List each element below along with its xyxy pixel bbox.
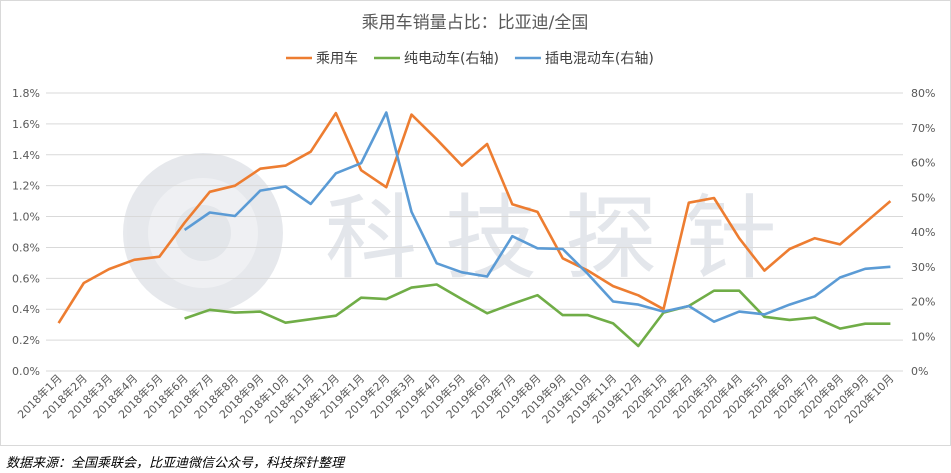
legend-label: 插电混动车(右轴) — [545, 50, 654, 67]
chart-title: 乘用车销量占比：比亚迪/全国 — [362, 13, 589, 33]
left-tick-label: 1.8% — [12, 87, 40, 100]
legend: 乘用车 纯电动车(右轴) 插电混动车(右轴) — [286, 50, 654, 67]
series-line-2 — [183, 111, 891, 323]
watermark-text: 科技探针 — [325, 185, 805, 292]
right-tick-label: 30% — [911, 261, 935, 274]
left-tick-label: 0.0% — [12, 365, 40, 378]
right-axis: 0% 10% 20% 30% 40% 50% 60% 70% 80% — [911, 87, 935, 378]
right-tick-label: 20% — [911, 296, 935, 309]
source-note: 数据来源：全国乘联会，比亚迪微信公众号，科技探针整理 — [6, 456, 345, 471]
legend-label: 纯电动车(右轴) — [404, 50, 499, 67]
watermark-logo — [123, 153, 283, 313]
right-tick-label: 50% — [911, 191, 935, 204]
right-tick-label: 10% — [911, 330, 935, 343]
right-tick-label: 40% — [911, 226, 935, 239]
series-line-0 — [57, 111, 892, 324]
right-tick-label: 80% — [911, 87, 935, 100]
right-tick-label: 60% — [911, 157, 935, 170]
left-tick-label: 1.2% — [12, 180, 40, 193]
series-lines — [57, 111, 892, 348]
left-tick-label: 0.8% — [12, 241, 40, 254]
left-tick-label: 1.4% — [12, 149, 40, 162]
left-axis: 0.0% 0.2% 0.4% 0.6% 0.8% 1.0% 1.2% 1.4% 1.6% 1.8% — [12, 87, 40, 378]
left-tick-label: 0.4% — [12, 303, 40, 316]
series-line-1 — [184, 283, 891, 348]
left-tick-label: 0.2% — [12, 334, 40, 347]
left-tick-label: 1.6% — [12, 118, 40, 131]
legend-label: 乘用车 — [316, 50, 358, 67]
right-tick-label: 70% — [911, 122, 935, 135]
left-tick-label: 0.6% — [12, 272, 40, 285]
right-tick-label: 0% — [911, 365, 928, 378]
left-tick-label: 1.0% — [12, 211, 40, 224]
